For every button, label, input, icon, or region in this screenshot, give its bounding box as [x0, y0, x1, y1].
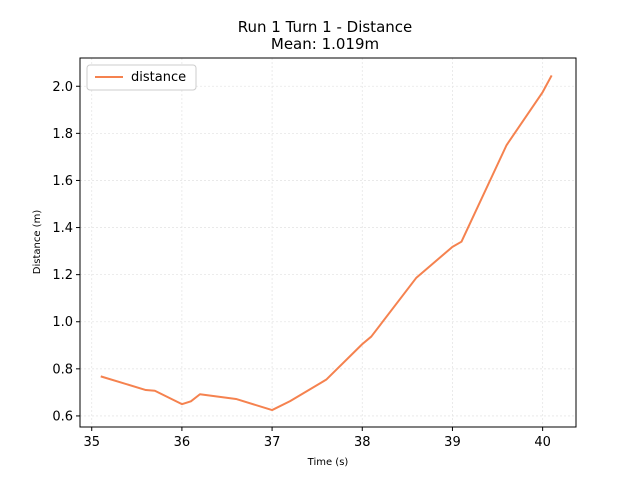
x-tick-label: 38: [354, 435, 371, 450]
legend-label-distance: distance: [131, 70, 186, 85]
series-layer: [100, 74, 553, 412]
legend: distance: [86, 64, 197, 91]
y-axis: 0.6 0.8 1.0 1.2 1.4 1.6 1.8 2.0: [52, 80, 80, 424]
grid-lines: [80, 58, 576, 427]
y-tick-label: 1.6: [52, 174, 73, 189]
y-tick-label: 1.8: [52, 127, 73, 142]
x-axis-label: Time (s): [307, 457, 349, 468]
y-tick-label: 1.4: [52, 221, 73, 236]
y-tick-label: 2.0: [52, 80, 73, 95]
series-line-distance: [100, 74, 553, 412]
chart-title: Run 1 Turn 1 - Distance: [238, 18, 413, 36]
plot-frame: [79, 57, 577, 428]
x-tick-label: 40: [534, 435, 551, 450]
chart-subtitle: Mean: 1.019m: [271, 35, 379, 53]
x-tick-label: 37: [264, 435, 281, 450]
x-axis: 35 36 37 38 39 40: [83, 427, 551, 450]
legend-box: [86, 64, 197, 91]
x-tick-label: 36: [174, 435, 191, 450]
x-tick-label: 39: [444, 435, 461, 450]
y-tick-label: 0.6: [52, 409, 73, 424]
y-axis-label: Distance (m): [32, 210, 43, 275]
y-tick-label: 1.2: [52, 268, 73, 283]
x-tick-label: 35: [83, 435, 100, 450]
y-tick-label: 1.0: [52, 315, 73, 330]
y-tick-label: 0.8: [52, 362, 73, 377]
